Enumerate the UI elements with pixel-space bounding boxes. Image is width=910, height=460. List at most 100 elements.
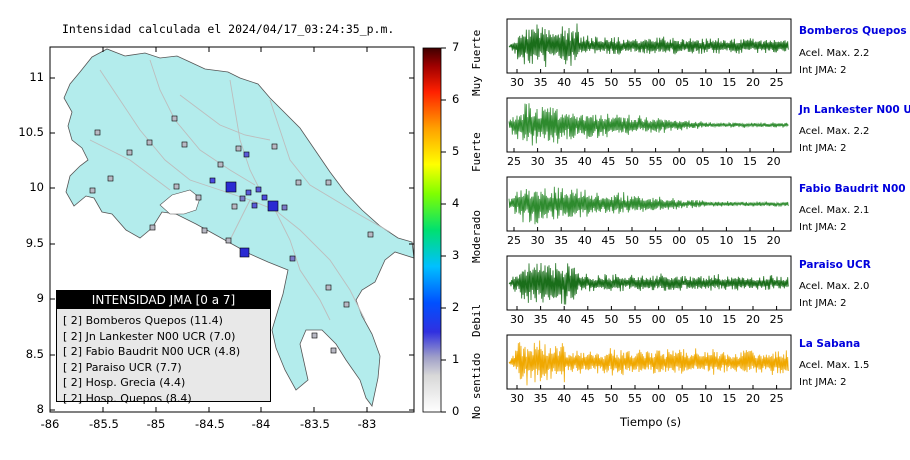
time-tick-label: 25 [507,155,521,168]
time-tick-label: 05 [696,234,710,247]
time-tick-label: 50 [625,234,639,247]
station-square[interactable] [209,177,216,184]
time-tick-label: 05 [675,392,689,405]
station-square[interactable] [173,183,180,190]
station-square[interactable] [261,194,268,201]
time-tick-label: 25 [770,313,784,326]
time-tick-label: 20 [746,76,760,89]
station-square[interactable] [239,195,246,202]
station-square[interactable] [195,194,202,201]
intensity-colorbar [422,47,442,413]
waveform-trace [508,103,789,146]
station-square-large[interactable] [225,181,237,193]
station-square[interactable] [89,187,96,194]
station-square[interactable] [94,129,101,136]
station-square[interactable] [126,149,133,156]
station-square[interactable] [107,175,114,182]
station-accel: Acel. Max. 2.0 [799,281,870,292]
station-int: Int JMA: 2 [799,222,847,233]
station-square[interactable] [251,202,258,209]
colorbar-tick-label: 3 [452,248,460,262]
time-tick-label: 30 [510,76,524,89]
time-tick-label: 30 [531,155,545,168]
station-name: Bomberos Quepos [799,25,907,37]
waveform-panel: 25 30 35 40 45 50 55 00 05 10 15 20 [506,176,792,247]
time-tick-label: 20 [767,155,781,168]
lon-tick-label: -84.5 [195,417,225,431]
time-tick-label: 15 [743,155,757,168]
legend-item: [ 2] Hosp. Grecia (4.4) [63,376,186,389]
station-square[interactable] [225,237,232,244]
station-square[interactable] [181,141,188,148]
station-square[interactable] [343,301,350,308]
waveform-trace [508,340,789,386]
time-tick-label: 55 [649,155,663,168]
time-tick-label: 10 [719,234,733,247]
station-name: Fabio Baudrit N00 UCR [799,183,910,195]
station-square[interactable] [325,179,332,186]
station-square[interactable] [255,186,262,193]
station-square[interactable] [243,151,250,158]
station-name: Jn Lankester N00 UCR [799,104,910,116]
station-square[interactable] [311,332,318,339]
station-square[interactable] [231,203,238,210]
colorbar-category-label: No sentido [470,352,483,419]
waveform-trace [508,23,789,68]
costa-rica-landmass [63,48,415,407]
time-tick-label: 40 [557,392,571,405]
station-square[interactable] [367,231,374,238]
lon-tick-label: -85.5 [89,417,119,431]
time-tick-label: 15 [722,313,736,326]
time-tick-label: 00 [672,155,686,168]
colorbar-category-label: Muy Fuerte [470,29,483,96]
station-square[interactable] [146,139,153,146]
station-square[interactable] [245,189,252,196]
station-square[interactable] [201,227,208,234]
time-tick-label: 55 [628,392,642,405]
station-square-large[interactable] [267,200,279,212]
waveform-panel: 30 35 40 45 50 55 00 05 10 15 20 25 [506,255,792,326]
time-tick-label: 25 [507,234,521,247]
time-tick-label: 35 [534,392,548,405]
station-accel: Acel. Max. 2.2 [799,126,870,137]
lat-tick-label: 9 [36,291,44,305]
station-square[interactable] [217,161,224,168]
time-tick-label: 10 [699,313,713,326]
station-square[interactable] [171,115,178,122]
time-tick-label: 05 [675,313,689,326]
legend-item: [ 2] Bomberos Quepos (11.4) [63,314,223,327]
time-tick-label: 00 [652,392,666,405]
colorbar-gradient [422,47,442,413]
time-tick-label: 40 [578,234,592,247]
station-square[interactable] [149,224,156,231]
lon-tick-label: -83 [357,417,377,431]
map-title: Intensidad calculada el 2024/04/17_03:24… [62,22,395,36]
station-square[interactable] [289,255,296,262]
station-name: La Sabana [799,338,861,350]
colorbar-category-label: Moderado [470,210,483,264]
station-square[interactable] [281,204,288,211]
lon-tick-label: -84 [251,417,271,431]
station-int: Int JMA: 2 [799,377,847,388]
time-tick-label: 10 [699,392,713,405]
lat-tick-label: 8.5 [25,347,44,361]
station-square[interactable] [271,143,278,150]
colorbar-ticks [441,47,446,413]
colorbar-tick-label: 6 [452,92,460,106]
time-tick-label: 55 [649,234,663,247]
time-tick-label: 45 [581,313,595,326]
station-square[interactable] [235,145,242,152]
time-tick-label: 05 [696,155,710,168]
station-square[interactable] [325,284,332,291]
time-tick-label: 45 [581,392,595,405]
time-axis-label: Tiempo (s) [620,415,682,429]
station-square[interactable] [330,347,337,354]
station-int: Int JMA: 2 [799,65,847,76]
station-accel: Acel. Max. 2.1 [799,205,870,216]
station-square-large[interactable] [239,247,250,258]
time-tick-label: 45 [601,234,615,247]
time-tick-label: 35 [554,234,568,247]
colorbar-tick-label: 2 [452,300,460,314]
station-square[interactable] [295,179,302,186]
time-tick-label: 00 [672,234,686,247]
